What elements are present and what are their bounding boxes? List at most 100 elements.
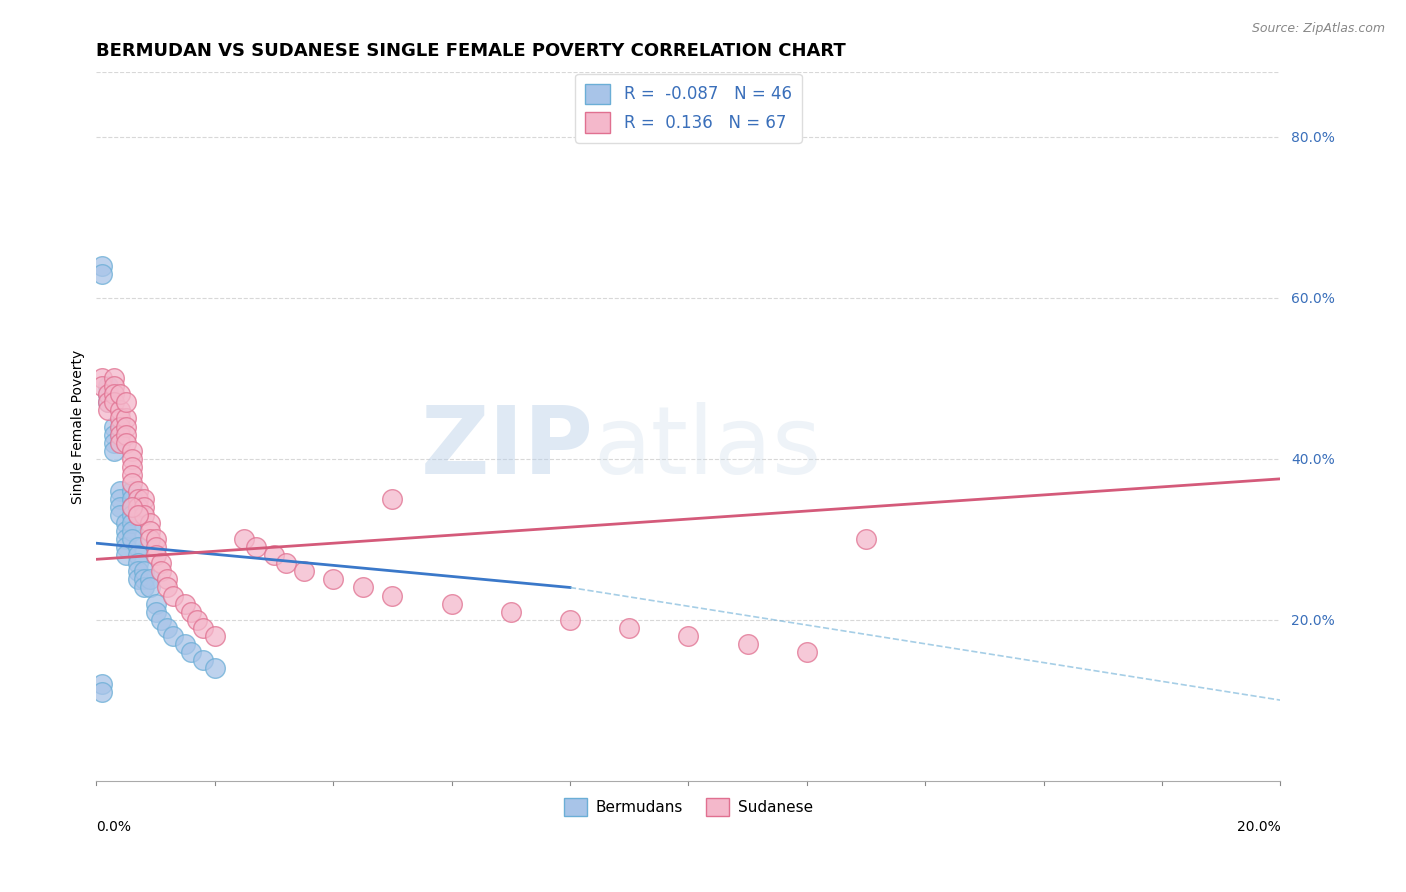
Point — [737, 637, 759, 651]
Point — [115, 435, 138, 450]
Point — [180, 605, 202, 619]
Point — [108, 419, 131, 434]
Point — [132, 581, 155, 595]
Point — [115, 516, 138, 530]
Text: Source: ZipAtlas.com: Source: ZipAtlas.com — [1251, 22, 1385, 36]
Point — [127, 500, 149, 514]
Point — [115, 532, 138, 546]
Point — [204, 661, 226, 675]
Point — [162, 629, 184, 643]
Point — [145, 597, 167, 611]
Point — [499, 605, 522, 619]
Point — [97, 395, 120, 409]
Point — [108, 500, 131, 514]
Point — [127, 549, 149, 563]
Y-axis label: Single Female Poverty: Single Female Poverty — [72, 350, 86, 504]
Point — [127, 565, 149, 579]
Point — [97, 379, 120, 393]
Point — [127, 557, 149, 571]
Point — [115, 419, 138, 434]
Point — [97, 395, 120, 409]
Point — [103, 435, 125, 450]
Text: atlas: atlas — [593, 401, 823, 494]
Point — [322, 573, 344, 587]
Point — [121, 459, 143, 474]
Point — [121, 443, 143, 458]
Point — [138, 516, 160, 530]
Point — [115, 540, 138, 554]
Point — [145, 532, 167, 546]
Point — [91, 379, 114, 393]
Point — [97, 403, 120, 417]
Point — [91, 685, 114, 699]
Point — [127, 540, 149, 554]
Point — [127, 508, 149, 522]
Point — [180, 645, 202, 659]
Point — [156, 581, 179, 595]
Point — [127, 573, 149, 587]
Point — [103, 379, 125, 393]
Point — [108, 387, 131, 401]
Point — [91, 677, 114, 691]
Point — [115, 549, 138, 563]
Point — [619, 621, 641, 635]
Point — [103, 419, 125, 434]
Point — [103, 443, 125, 458]
Point — [115, 427, 138, 442]
Point — [558, 613, 581, 627]
Point — [204, 629, 226, 643]
Point — [121, 451, 143, 466]
Point — [108, 483, 131, 498]
Point — [678, 629, 700, 643]
Point — [108, 491, 131, 506]
Point — [245, 540, 267, 554]
Point — [108, 411, 131, 425]
Point — [174, 637, 197, 651]
Point — [292, 565, 315, 579]
Point — [97, 387, 120, 401]
Point — [132, 491, 155, 506]
Point — [121, 516, 143, 530]
Point — [381, 491, 404, 506]
Point — [145, 549, 167, 563]
Point — [150, 565, 173, 579]
Point — [233, 532, 256, 546]
Point — [103, 371, 125, 385]
Point — [121, 491, 143, 506]
Point — [132, 573, 155, 587]
Point — [138, 524, 160, 538]
Point — [150, 557, 173, 571]
Point — [121, 500, 143, 514]
Point — [91, 267, 114, 281]
Point — [796, 645, 818, 659]
Point — [274, 557, 297, 571]
Point — [97, 387, 120, 401]
Text: 20.0%: 20.0% — [1237, 820, 1281, 834]
Point — [145, 605, 167, 619]
Point — [108, 403, 131, 417]
Point — [191, 653, 214, 667]
Point — [103, 427, 125, 442]
Point — [108, 435, 131, 450]
Text: BERMUDAN VS SUDANESE SINGLE FEMALE POVERTY CORRELATION CHART: BERMUDAN VS SUDANESE SINGLE FEMALE POVER… — [97, 42, 846, 60]
Point — [381, 589, 404, 603]
Point — [121, 524, 143, 538]
Text: ZIP: ZIP — [420, 401, 593, 494]
Point — [91, 371, 114, 385]
Point — [108, 508, 131, 522]
Point — [121, 532, 143, 546]
Point — [108, 427, 131, 442]
Text: 0.0%: 0.0% — [97, 820, 131, 834]
Point — [174, 597, 197, 611]
Legend: Bermudans, Sudanese: Bermudans, Sudanese — [558, 792, 820, 822]
Point — [156, 621, 179, 635]
Point — [127, 483, 149, 498]
Point — [127, 508, 149, 522]
Point — [440, 597, 463, 611]
Point — [263, 549, 285, 563]
Point — [132, 508, 155, 522]
Point — [138, 573, 160, 587]
Point — [115, 524, 138, 538]
Point — [121, 500, 143, 514]
Point — [138, 532, 160, 546]
